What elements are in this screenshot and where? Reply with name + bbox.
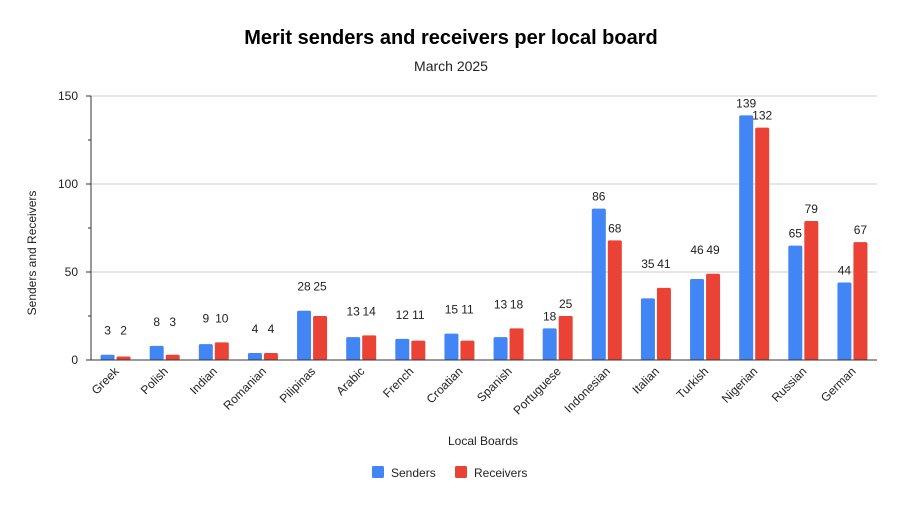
x-tick-label: Romanian <box>220 364 269 413</box>
bar-senders-german <box>837 282 852 360</box>
x-tick-label: Croatian <box>424 364 466 406</box>
bar-receivers-indian <box>214 342 229 360</box>
x-tick-label: Portuguese <box>510 364 564 418</box>
legend-label-senders: Senders <box>391 466 436 480</box>
bar-senders-pilipinas <box>297 310 312 360</box>
bar-senders-nigerian <box>739 115 754 360</box>
data-label: 49 <box>706 243 720 257</box>
data-label: 11 <box>412 308 425 322</box>
data-label: 65 <box>789 227 803 241</box>
bar-senders-greek <box>100 354 115 360</box>
x-tick-label: Nigerian <box>719 364 761 406</box>
legend-label-receivers: Receivers <box>474 466 527 480</box>
data-label: 13 <box>494 297 508 311</box>
bar-senders-polish <box>149 345 164 360</box>
bar-senders-indian <box>198 344 213 360</box>
data-label: 86 <box>592 190 606 204</box>
x-tick-label: Indian <box>187 364 220 397</box>
data-label: 25 <box>313 280 327 294</box>
data-label: 35 <box>641 257 655 271</box>
data-label: 4 <box>268 322 275 336</box>
bar-receivers-russian <box>804 220 819 360</box>
data-label: 132 <box>752 109 772 123</box>
y-axis-label: Senders and Receivers <box>25 191 39 316</box>
data-label: 11 <box>461 303 474 317</box>
bar-senders-russian <box>788 245 803 360</box>
legend-swatch-receivers <box>455 466 467 478</box>
data-label: 15 <box>445 303 459 317</box>
data-label: 10 <box>215 311 229 325</box>
bar-receivers-italian <box>656 287 671 360</box>
data-label: 2 <box>120 324 127 338</box>
data-label: 68 <box>608 221 622 235</box>
data-label: 18 <box>543 309 557 323</box>
chart-subtitle: March 2025 <box>414 58 488 74</box>
legend-swatch-senders <box>372 466 384 478</box>
x-tick-label: Italian <box>630 364 663 397</box>
bar-receivers-romanian <box>263 352 278 360</box>
bar-receivers-indonesian <box>607 240 622 360</box>
data-label: 12 <box>396 308 410 322</box>
bar-receivers-german <box>853 242 868 360</box>
bar-receivers-spanish <box>509 328 524 360</box>
x-tick-label: German <box>818 364 859 405</box>
bar-senders-turkish <box>690 279 705 360</box>
bar-receivers-portuguese <box>558 316 573 360</box>
data-label: 46 <box>690 243 704 257</box>
data-label: 3 <box>169 315 176 329</box>
bar-senders-romanian <box>247 352 262 360</box>
x-tick-label: Pilipinas <box>277 364 319 406</box>
bar-receivers-croatian <box>460 340 475 360</box>
data-label: 44 <box>838 264 852 278</box>
x-tick-label: Turkish <box>674 364 711 401</box>
y-tick-label: 0 <box>71 353 78 367</box>
data-label: 67 <box>854 223 868 237</box>
x-tick-label: Spanish <box>474 364 515 405</box>
x-tick-label: Arabic <box>333 364 367 398</box>
bars <box>100 115 868 361</box>
bar-senders-french <box>395 338 410 360</box>
bar-receivers-greek <box>116 356 131 360</box>
bar-senders-portuguese <box>542 328 557 360</box>
bar-senders-spanish <box>493 337 508 360</box>
y-axis-ticks: 0 50 100 150 <box>58 89 91 367</box>
data-label: 13 <box>347 304 361 318</box>
data-label: 14 <box>363 304 377 318</box>
data-label: 9 <box>202 311 209 325</box>
x-axis-label: Local Boards <box>448 434 518 448</box>
bar-senders-arabic <box>346 337 361 360</box>
x-tick-label: Indonesian <box>562 364 613 415</box>
data-label: 79 <box>805 202 819 216</box>
data-label: 8 <box>153 315 160 329</box>
bar-receivers-pilipinas <box>313 316 328 360</box>
bar-receivers-arabic <box>362 335 377 360</box>
data-label: 3 <box>104 324 111 338</box>
y-tick-label: 50 <box>65 265 79 279</box>
data-label: 25 <box>559 297 573 311</box>
bar-receivers-polish <box>165 354 180 360</box>
bar-receivers-turkish <box>706 273 721 360</box>
data-label: 41 <box>657 257 671 271</box>
bar-senders-italian <box>640 298 655 360</box>
x-tick-label: Russian <box>769 364 810 405</box>
x-tick-label: Greek <box>89 364 123 398</box>
bar-receivers-nigerian <box>755 127 770 361</box>
data-label: 18 <box>510 297 524 311</box>
y-tick-label: 100 <box>58 177 78 191</box>
bar-receivers-french <box>411 340 426 360</box>
chart-title: Merit senders and receivers per local bo… <box>244 27 658 49</box>
data-label: 28 <box>297 280 311 294</box>
x-tick-label: French <box>380 364 416 400</box>
bar-senders-croatian <box>444 333 459 360</box>
y-tick-label: 150 <box>58 89 78 103</box>
legend: Senders Receivers <box>372 466 527 480</box>
data-label: 4 <box>252 322 259 336</box>
data-label: 139 <box>736 96 756 110</box>
bar-senders-indonesian <box>591 208 606 360</box>
x-axis-ticks: Greek Polish Indian Romanian Pilipinas Arabic… <box>89 364 859 418</box>
x-tick-label: Polish <box>138 364 171 397</box>
